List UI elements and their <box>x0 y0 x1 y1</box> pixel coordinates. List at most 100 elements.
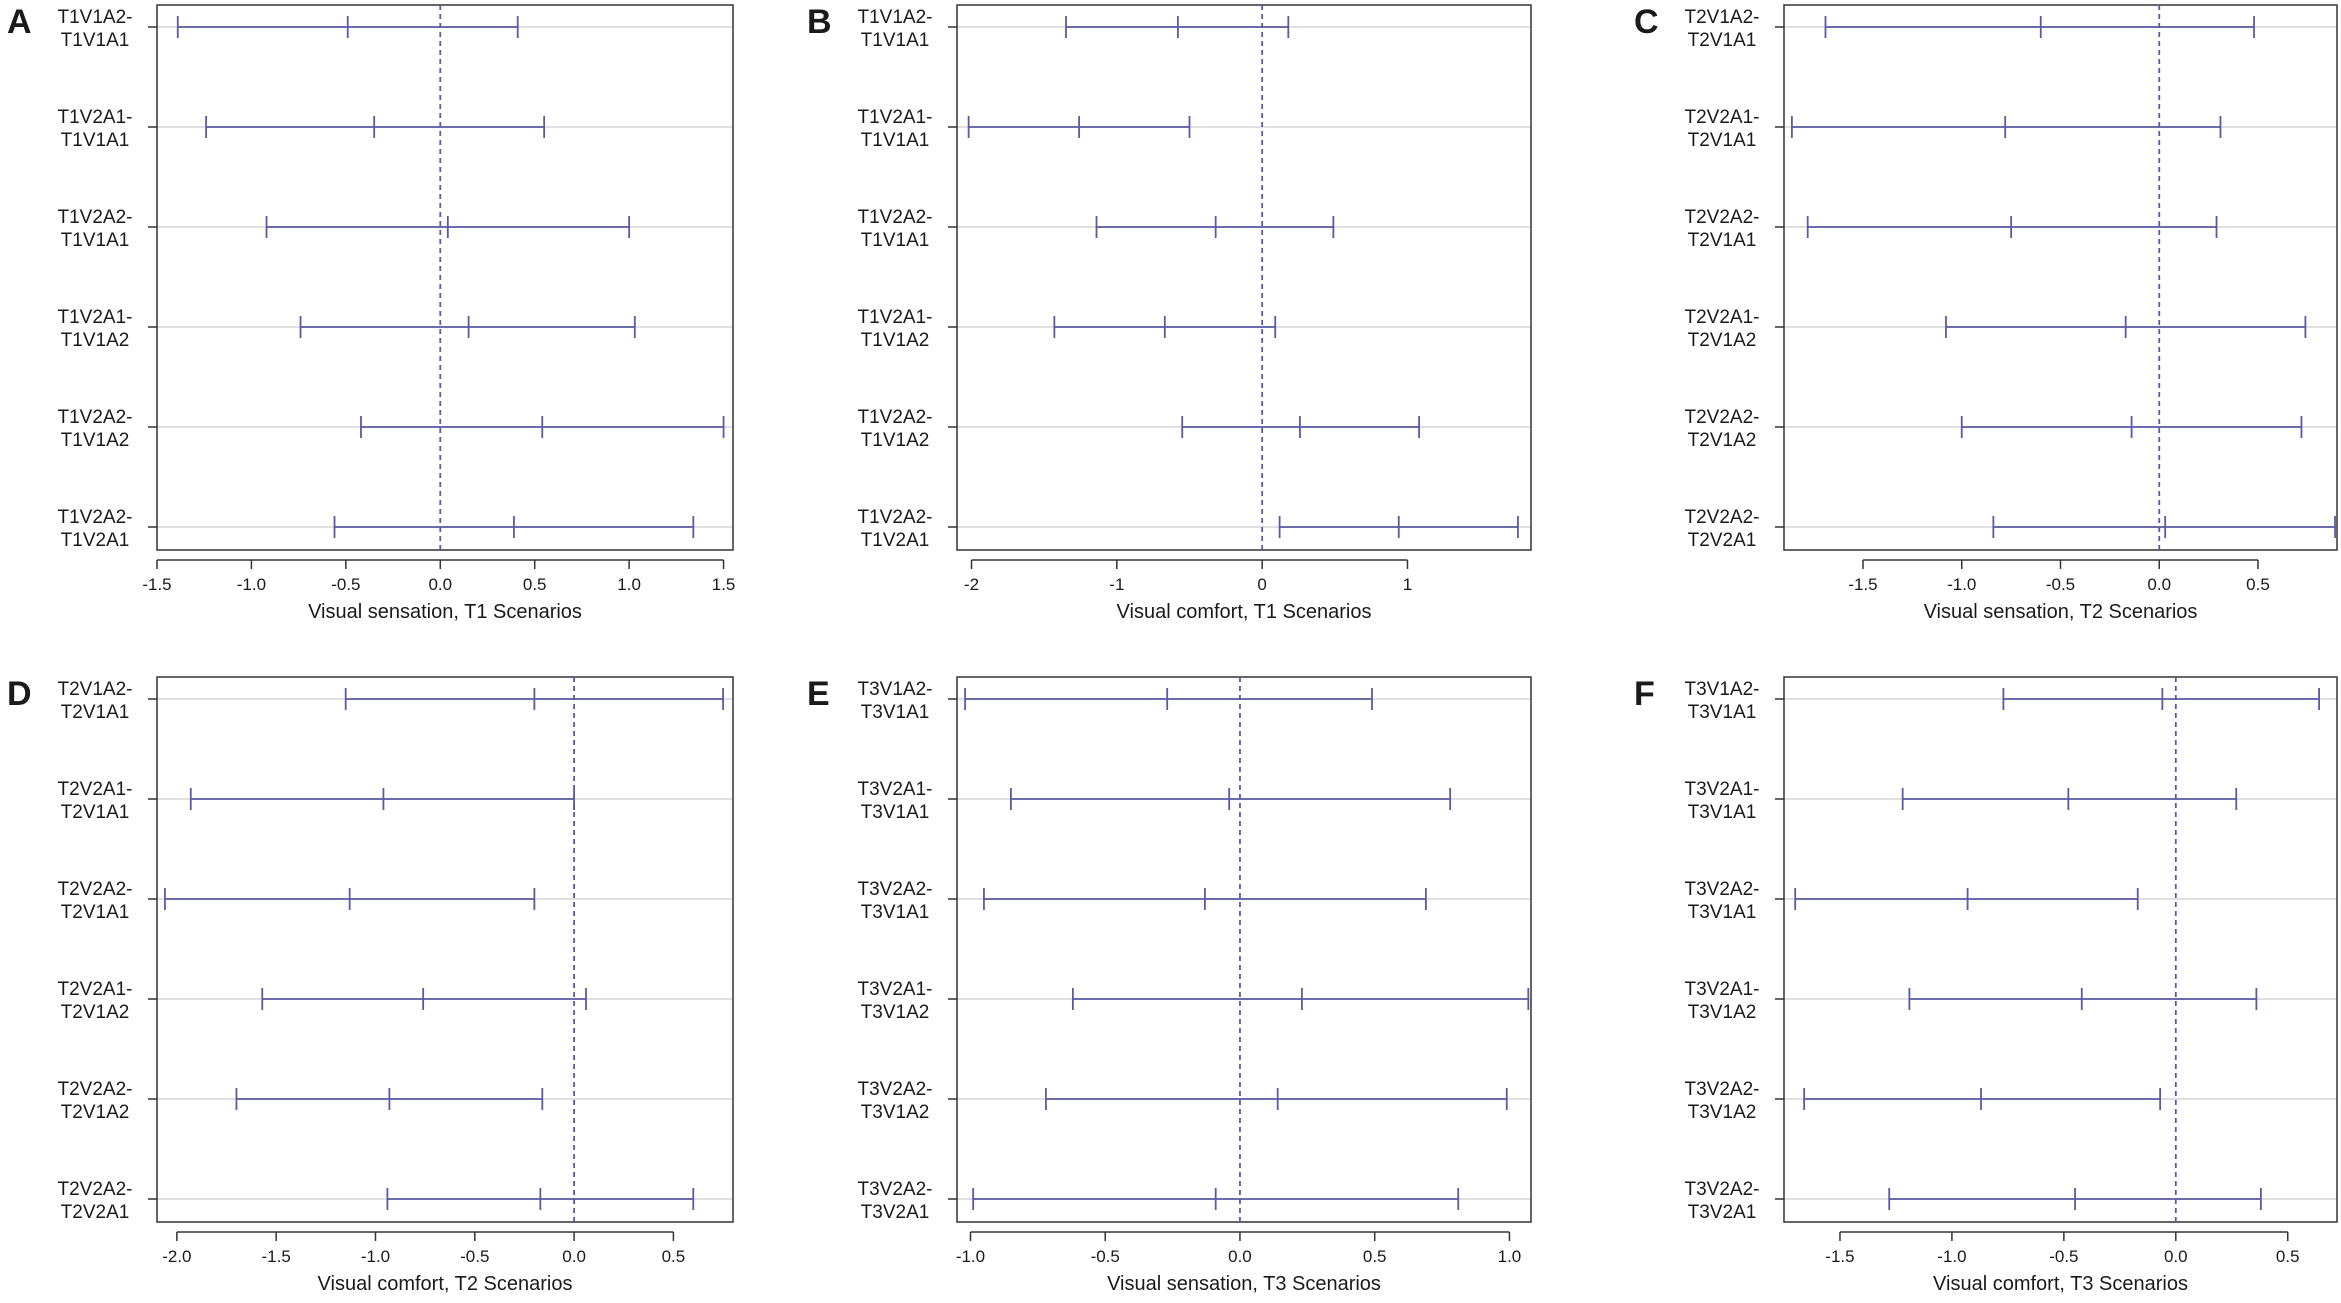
x-tick-label: -2 <box>964 575 979 594</box>
panel-letter: D <box>7 675 32 713</box>
interval-row <box>1791 116 2222 138</box>
x-tick-label: -0.5 <box>1091 1247 1120 1266</box>
row-label-top: T2V2A2- <box>58 879 133 900</box>
row-label-bottom: T3V1A2 <box>861 1102 930 1123</box>
row-label-top: T3V2A1- <box>1685 779 1760 800</box>
row-label-top: T3V1A2- <box>1685 679 1760 700</box>
row-label-bottom: T1V1A2 <box>861 330 930 351</box>
interval-row <box>1053 316 1277 338</box>
x-axis-title: Visual comfort, T2 Scenarios <box>318 1273 573 1295</box>
row-label-top: T2V2A2- <box>58 1079 133 1100</box>
x-tick-label: -1.0 <box>956 1247 985 1266</box>
row-label-bottom: T2V1A2 <box>61 1002 130 1023</box>
x-tick-label: 1.0 <box>1498 1247 1522 1266</box>
row-label-bottom: T3V1A1 <box>1688 902 1757 923</box>
x-tick-label: -0.5 <box>460 1247 489 1266</box>
interval-row <box>1065 16 1290 38</box>
row-label-bottom: T2V1A1 <box>1688 30 1757 51</box>
x-tick-label: -1.0 <box>237 575 266 594</box>
row-label-bottom: T3V1A1 <box>861 902 930 923</box>
row-label-top: T3V2A2- <box>858 879 933 900</box>
row-label-bottom: T3V1A1 <box>1688 802 1757 823</box>
row-label-bottom: T2V1A1 <box>1688 230 1757 251</box>
plot-frame <box>1783 4 2338 551</box>
x-tick-label: -1.5 <box>262 1247 291 1266</box>
interval-row <box>386 1188 695 1210</box>
row-label-top: T2V2A1- <box>58 779 133 800</box>
row-label-top: T1V2A2- <box>58 507 133 528</box>
panel-letter: C <box>1634 3 1659 41</box>
row-label-top: T2V2A2- <box>1685 507 1760 528</box>
row-label-top: T1V2A1- <box>858 307 933 328</box>
x-axis-title: Visual comfort, T1 Scenarios <box>1117 601 1372 623</box>
panel-d: T2V1A2-T2V1A1T2V2A1-T2V1A1T2V2A2-T2V1A1T… <box>7 675 734 1295</box>
row-label-bottom: T1V1A1 <box>61 130 130 151</box>
row-label-bottom: T2V2A1 <box>1688 530 1757 551</box>
x-tick-label: 1.0 <box>617 575 641 594</box>
x-tick-label: 0.0 <box>2164 1247 2188 1266</box>
plot-frame <box>1783 676 2338 1223</box>
interval-row <box>1181 416 1421 438</box>
panel-letter: F <box>1634 675 1655 713</box>
interval-row <box>299 316 636 338</box>
row-label-bottom: T2V1A2 <box>1688 430 1757 451</box>
interval-row <box>967 116 1191 138</box>
panel-c: T2V1A2-T2V1A1T2V2A1-T2V1A1T2V2A2-T2V1A1T… <box>1634 3 2338 623</box>
interval-row <box>189 788 576 810</box>
row-label-top: T3V2A2- <box>1685 879 1760 900</box>
row-label-bottom: T1V1A1 <box>861 130 930 151</box>
interval-row <box>360 416 725 438</box>
x-tick-label: 0.5 <box>1363 1247 1387 1266</box>
panel-f: T3V1A2-T3V1A1T3V2A1-T3V1A1T3V2A2-T3V1A1T… <box>1634 675 2338 1295</box>
row-label-top: T2V2A2- <box>1685 407 1760 428</box>
row-label-top: T1V2A2- <box>858 507 933 528</box>
row-label-top: T3V2A2- <box>858 1179 933 1200</box>
interval-row <box>1009 788 1452 810</box>
plot-frame <box>956 4 1532 551</box>
interval-row <box>1806 216 2218 238</box>
plot-frame <box>156 676 734 1223</box>
x-axis-title: Visual sensation, T3 Scenarios <box>1107 1273 1381 1295</box>
interval-row <box>1901 788 2238 810</box>
row-label-top: T1V1A2- <box>858 7 933 28</box>
x-tick-label: -2.0 <box>162 1247 191 1266</box>
row-label-bottom: T2V1A1 <box>1688 130 1757 151</box>
plot-frame <box>956 676 1532 1223</box>
x-tick-label: -1.5 <box>1848 575 1877 594</box>
x-tick-label: -1 <box>1109 575 1124 594</box>
interval-row <box>333 516 695 538</box>
x-tick-label: 0.5 <box>662 1247 686 1266</box>
row-label-top: T2V1A2- <box>1685 7 1760 28</box>
row-label-bottom: T2V1A2 <box>61 1102 130 1123</box>
x-tick-label: 0.0 <box>2147 575 2171 594</box>
interval-row <box>164 888 536 910</box>
row-label-top: T3V2A1- <box>1685 979 1760 1000</box>
row-label-top: T2V2A2- <box>58 1179 133 1200</box>
interval-row <box>176 16 519 38</box>
row-label-top: T2V2A1- <box>58 979 133 1000</box>
row-label-bottom: T1V1A2 <box>61 330 130 351</box>
row-label-top: T3V2A2- <box>1685 1079 1760 1100</box>
row-label-bottom: T1V2A1 <box>861 530 930 551</box>
row-label-bottom: T3V1A1 <box>861 702 930 723</box>
interval-row <box>1803 1088 2162 1110</box>
x-tick-label: 0.0 <box>428 575 452 594</box>
row-label-bottom: T3V2A1 <box>861 1202 930 1223</box>
x-tick-label: 0.5 <box>523 575 547 594</box>
row-label-bottom: T2V1A1 <box>61 902 130 923</box>
interval-row <box>1824 16 2255 38</box>
interval-row <box>265 216 631 238</box>
row-label-top: T1V2A2- <box>58 407 133 428</box>
row-label-top: T1V2A2- <box>858 207 933 228</box>
interval-row <box>344 688 724 710</box>
interval-row <box>972 1188 1460 1210</box>
interval-row <box>1945 316 2307 338</box>
interval-row <box>1095 216 1335 238</box>
row-label-bottom: T3V1A2 <box>1688 1002 1757 1023</box>
row-label-bottom: T3V1A2 <box>861 1002 930 1023</box>
interval-row <box>1794 888 2139 910</box>
row-label-top: T2V2A1- <box>1685 107 1760 128</box>
x-tick-label: 0.5 <box>2276 1247 2300 1266</box>
interval-row <box>261 988 587 1010</box>
interval-row <box>1888 1188 2262 1210</box>
